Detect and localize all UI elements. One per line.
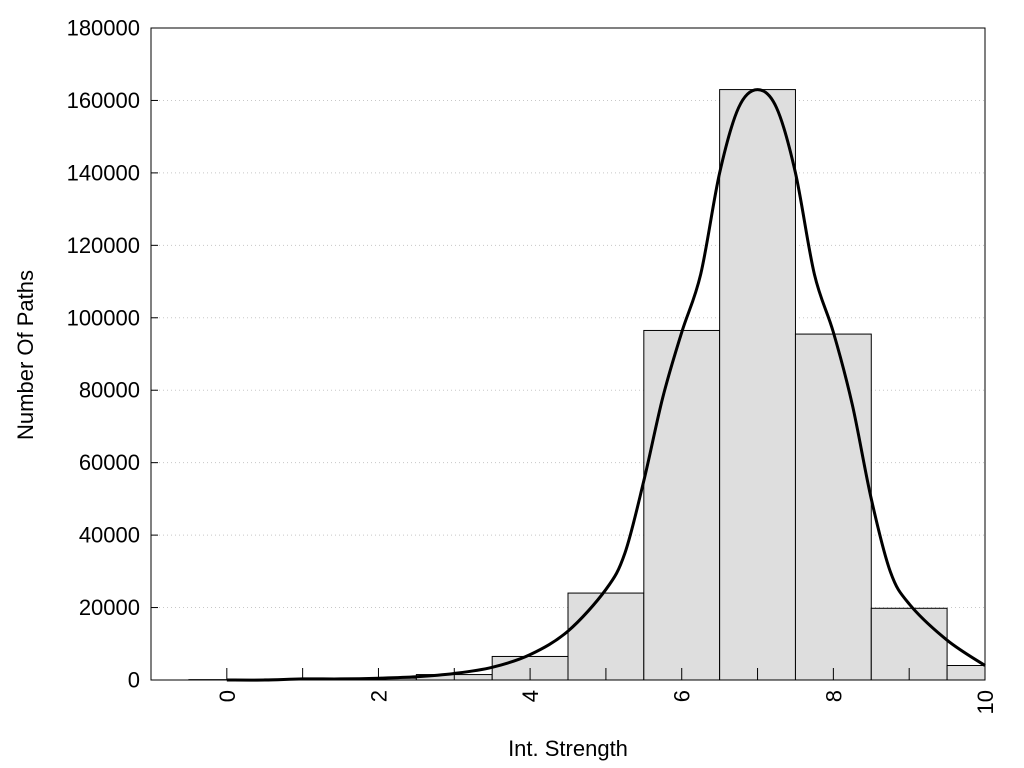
y-tick-label: 140000: [67, 160, 140, 185]
density-curve-layer: [226, 88, 986, 682]
y-axis-ticks: 0 20000 40000 60000 80000 100000 120000 140000 1…: [67, 16, 158, 693]
x-tick-label: 8: [821, 690, 846, 702]
x-axis-ticks: 0 2 4 6 8 10: [215, 668, 998, 714]
x-tick-label: 6: [670, 690, 695, 702]
x-axis-label: Int. Strength: [508, 736, 628, 761]
x-tick-label: 4: [518, 690, 543, 702]
x-tick-label: 10: [973, 690, 998, 714]
y-tick-label: 0: [128, 668, 140, 693]
y-tick-label: 80000: [79, 378, 140, 403]
histogram-bars: [188, 89, 986, 681]
y-tick-label: 60000: [79, 450, 140, 475]
histogram-bar: [567, 592, 645, 681]
x-tick-label: 0: [215, 690, 240, 702]
y-axis-label: Number Of Paths: [13, 270, 38, 440]
histogram-bar: [794, 333, 872, 681]
y-tick-label: 120000: [67, 233, 140, 258]
plot-area-frame: [150, 27, 986, 681]
y-tick-label: 180000: [67, 16, 140, 41]
y-tick-label: 40000: [79, 523, 140, 548]
y-tick-label: 100000: [67, 305, 140, 330]
histogram-bar: [643, 329, 721, 681]
histogram-bar: [946, 665, 986, 681]
density-curve: [226, 88, 986, 682]
histogram-bar: [719, 89, 796, 681]
y-tick-label: 160000: [67, 88, 140, 113]
y-tick-label: 20000: [79, 595, 140, 620]
x-tick-label: 2: [366, 690, 391, 702]
